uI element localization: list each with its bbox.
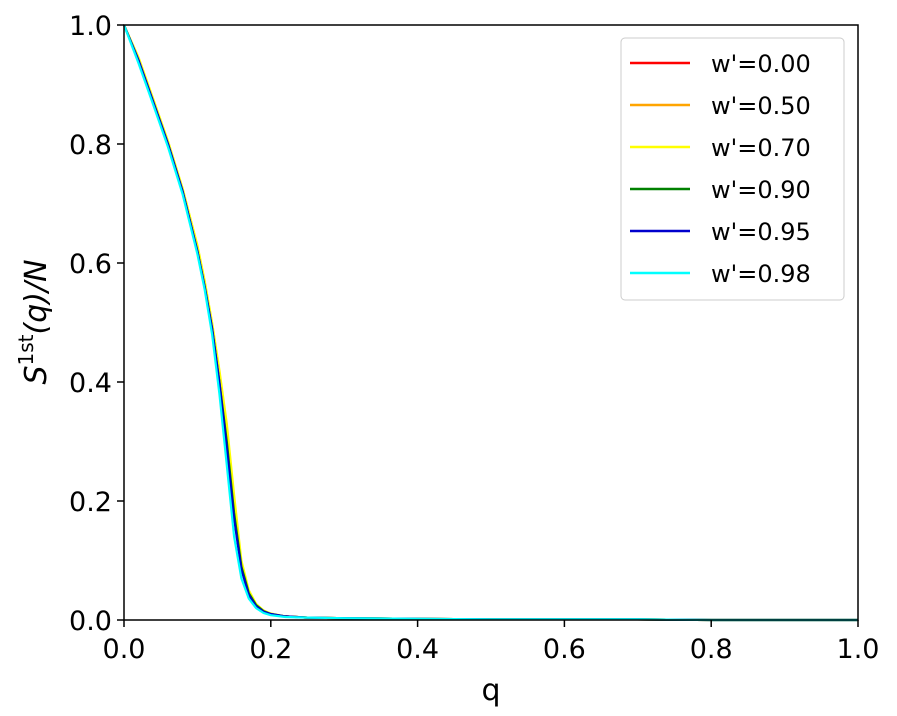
x-tick-label-5: 1.0 (837, 634, 880, 665)
y-tick-label-3: 0.6 (69, 249, 112, 280)
plot-frame (123, 24, 859, 621)
x-tick-label-4: 0.8 (690, 634, 733, 665)
legend-frame (620, 37, 845, 301)
legend-label-2: w'=0.70 (711, 134, 811, 162)
y-axis-label: S1st(q)/N (14, 259, 54, 384)
y-tick-label-2: 0.4 (69, 368, 112, 399)
legend: w'=0.00 w'=0.50 w'=0.70 w'=0.90 w'=0.95 w'=0.… (620, 37, 845, 301)
x-tick-label-0: 0.0 (103, 634, 146, 665)
x-axis-label: q (481, 673, 500, 708)
x-tick-label-1: 0.2 (249, 634, 292, 665)
legend-label-0: w'=0.00 (711, 50, 811, 78)
x-tick-label-3: 0.6 (543, 634, 586, 665)
y-axis-label-tail: (q)/N (19, 259, 54, 334)
y-axis-label-sup: 1st (14, 334, 38, 365)
x-axis: 0.0 0.2 0.4 0.6 0.8 1.0 (103, 620, 880, 665)
y-tick-label-4: 0.8 (69, 130, 112, 161)
y-tick-label-1: 0.2 (69, 487, 112, 518)
y-tick-label-5: 1.0 (69, 11, 112, 42)
legend-label-5: w'=0.98 (711, 260, 811, 288)
legend-label-1: w'=0.50 (711, 92, 811, 120)
x-tick-label-2: 0.4 (396, 634, 439, 665)
y-axis: 0.0 0.2 0.4 0.6 0.8 1.0 (69, 11, 124, 637)
legend-entries: w'=0.00 w'=0.50 w'=0.70 w'=0.90 w'=0.95 w'=0.… (630, 50, 811, 288)
y-tick-label-0: 0.0 (69, 606, 112, 637)
y-axis-label-base: S (19, 365, 54, 384)
legend-label-3: w'=0.90 (711, 176, 811, 204)
legend-label-4: w'=0.95 (711, 218, 811, 246)
